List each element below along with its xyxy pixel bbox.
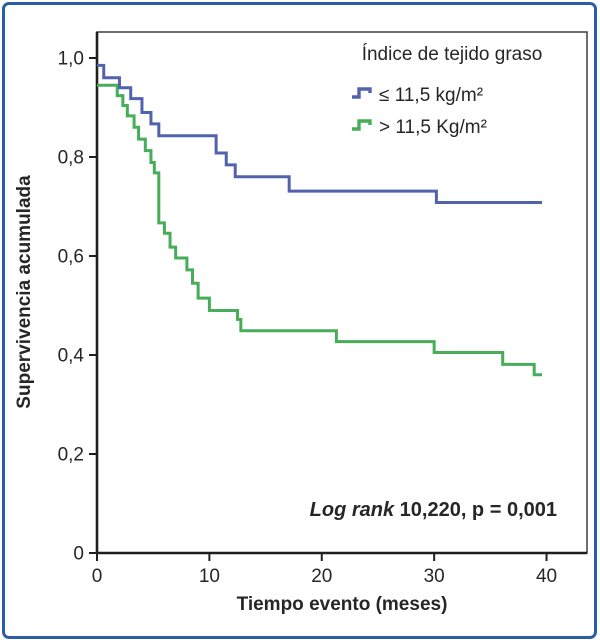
x-axis-ticks: 0 10 20 30 40 bbox=[92, 553, 557, 587]
legend-label-high-fat-index: > 11,5 Kg/m² bbox=[379, 117, 487, 138]
x-tick-label: 20 bbox=[311, 566, 332, 587]
x-tick-label: 10 bbox=[199, 566, 220, 587]
y-tick-label: 0,2 bbox=[58, 445, 84, 466]
y-tick-label: 1,0 bbox=[58, 49, 84, 70]
legend-step-icon-blue bbox=[352, 87, 372, 99]
legend-title: Índice de tejido graso bbox=[362, 44, 543, 65]
survival-curves bbox=[97, 63, 543, 377]
log-rank-label: Log rank bbox=[310, 499, 395, 521]
log-rank-annotation: Log rank 10,220, p = 0,001 bbox=[310, 499, 557, 521]
y-axis-title: Supervivencia acumulada bbox=[14, 175, 35, 409]
series-curve-1 bbox=[97, 83, 543, 377]
legend-label-low-fat-index: ≤ 11,5 kg/m² bbox=[379, 85, 483, 106]
series-curve-0 bbox=[97, 63, 543, 205]
x-tick-label: 0 bbox=[92, 566, 103, 587]
log-rank-value: 10,220, p = 0,001 bbox=[394, 499, 557, 521]
x-axis-title: Tiempo evento (meses) bbox=[237, 594, 448, 615]
legend: Índice de tejido graso ≤ 11,5 kg/m² > 11… bbox=[352, 44, 542, 138]
plot-border-box bbox=[96, 31, 588, 554]
legend-step-icon-green bbox=[352, 119, 372, 131]
y-tick-label: 0,6 bbox=[58, 247, 84, 268]
x-tick-label: 40 bbox=[536, 566, 557, 587]
x-tick-label: 30 bbox=[424, 566, 445, 587]
y-tick-label: 0,4 bbox=[58, 346, 85, 367]
y-tick-label: 0,8 bbox=[58, 148, 84, 169]
y-axis-ticks: 1,0 0,8 0,6 0,4 0,2 0 bbox=[58, 49, 97, 565]
y-tick-label: 0 bbox=[73, 544, 84, 565]
